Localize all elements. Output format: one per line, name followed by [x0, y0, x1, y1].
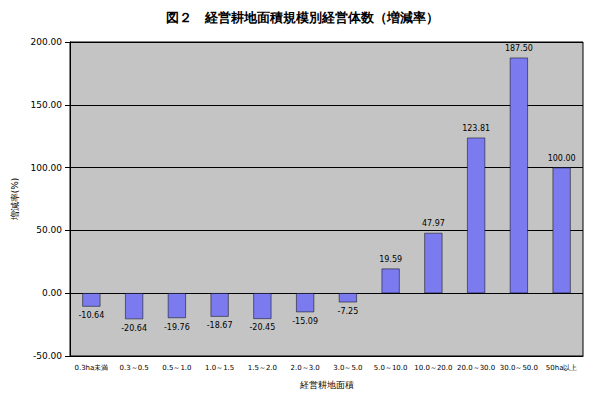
svg-text:1.0～1.5: 1.0～1.5 — [205, 364, 234, 372]
svg-text:150.00: 150.00 — [31, 100, 63, 110]
svg-text:47.97: 47.97 — [422, 219, 445, 228]
svg-text:10.0～20.0: 10.0～20.0 — [414, 364, 452, 372]
svg-text:図２ 経営耕地面積規模別経営体数（増減率）: 図２ 経営耕地面積規模別経営体数（増減率） — [166, 10, 439, 25]
svg-text:20.0～30.0: 20.0～30.0 — [457, 364, 495, 372]
svg-text:-20.45: -20.45 — [249, 323, 275, 332]
svg-text:100.00: 100.00 — [31, 163, 63, 173]
svg-text:1.5～2.0: 1.5～2.0 — [248, 364, 277, 372]
svg-text:-10.64: -10.64 — [78, 311, 104, 320]
svg-text:50.00: 50.00 — [36, 225, 62, 235]
svg-text:0.5～1.0: 0.5～1.0 — [162, 364, 191, 372]
svg-text:増減率(%): 増減率(%) — [10, 178, 20, 222]
svg-text:経営耕地面積: 経営耕地面積 — [299, 380, 354, 390]
svg-text:200.00: 200.00 — [31, 37, 63, 47]
svg-text:0.3ha未満: 0.3ha未満 — [74, 364, 108, 372]
svg-text:50ha以上: 50ha以上 — [546, 364, 578, 372]
svg-text:19.59: 19.59 — [379, 255, 402, 264]
svg-text:123.81: 123.81 — [462, 124, 490, 133]
svg-text:-15.09: -15.09 — [292, 317, 318, 326]
svg-text:0.00: 0.00 — [42, 288, 62, 298]
svg-text:2.0～3.0: 2.0～3.0 — [290, 364, 319, 372]
svg-text:-19.76: -19.76 — [164, 323, 190, 332]
svg-text:3.0～5.0: 3.0～5.0 — [333, 364, 362, 372]
svg-text:100.00: 100.00 — [548, 154, 576, 163]
svg-text:0.3～0.5: 0.3～0.5 — [119, 364, 148, 372]
svg-text:30.0～50.0: 30.0～50.0 — [500, 364, 538, 372]
svg-text:-7.25: -7.25 — [338, 307, 359, 316]
svg-text:-18.67: -18.67 — [207, 321, 233, 330]
svg-text:-50.00: -50.00 — [33, 351, 62, 361]
svg-text:5.0～10.0: 5.0～10.0 — [374, 364, 408, 372]
svg-text:-20.64: -20.64 — [121, 324, 147, 333]
svg-text:187.50: 187.50 — [505, 44, 533, 53]
